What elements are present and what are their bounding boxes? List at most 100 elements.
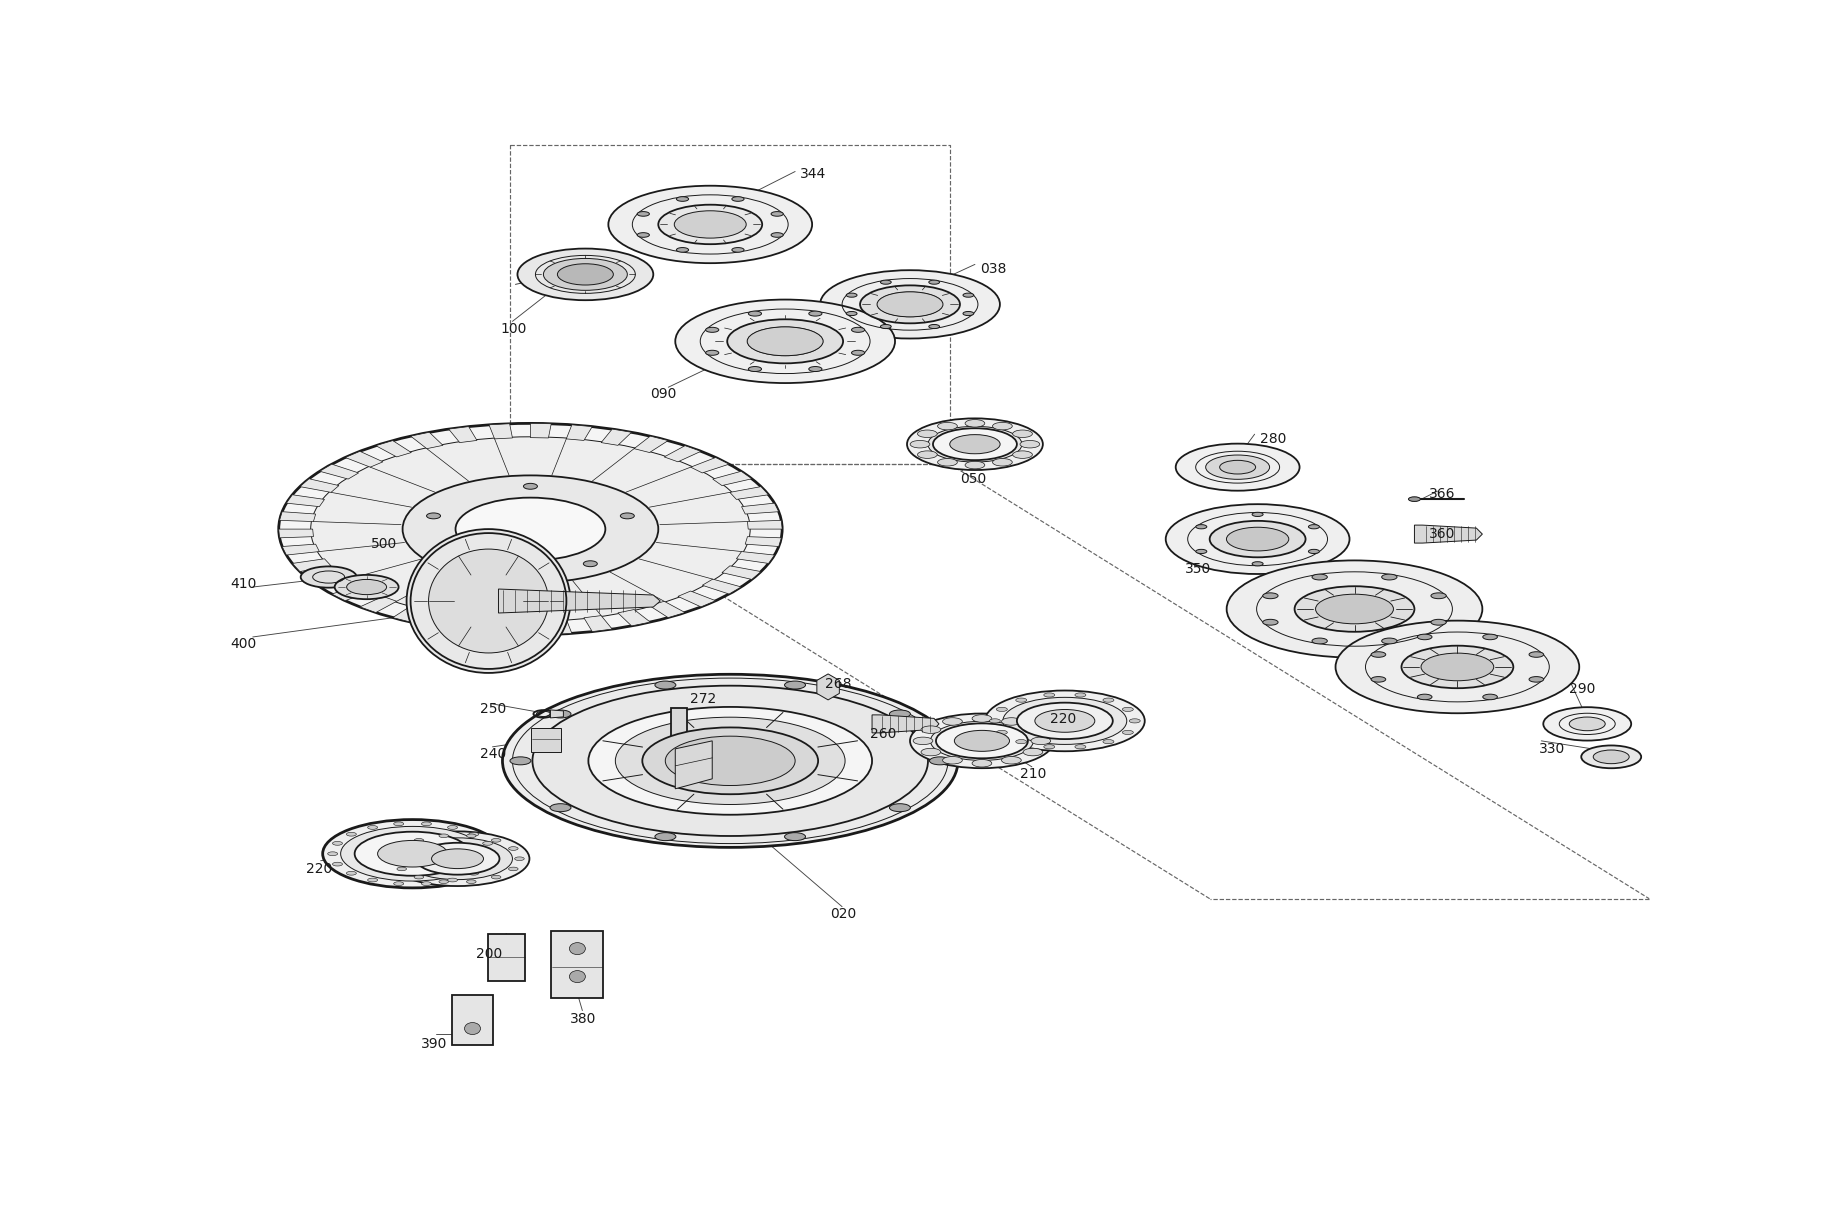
Ellipse shape	[949, 435, 1001, 454]
Ellipse shape	[543, 258, 628, 290]
Ellipse shape	[971, 715, 991, 723]
Text: 100: 100	[501, 322, 527, 337]
Ellipse shape	[922, 748, 940, 756]
Ellipse shape	[1013, 451, 1032, 458]
Ellipse shape	[1122, 730, 1133, 735]
Ellipse shape	[1226, 527, 1289, 551]
Ellipse shape	[1015, 740, 1026, 744]
Polygon shape	[731, 487, 769, 499]
Polygon shape	[292, 559, 330, 571]
Ellipse shape	[1401, 645, 1513, 688]
Ellipse shape	[402, 838, 512, 880]
Ellipse shape	[659, 205, 762, 245]
Ellipse shape	[468, 832, 479, 836]
Text: 366: 366	[1430, 487, 1456, 501]
Ellipse shape	[466, 834, 476, 838]
Ellipse shape	[301, 567, 356, 587]
Ellipse shape	[929, 757, 951, 764]
Ellipse shape	[881, 324, 890, 328]
Ellipse shape	[962, 311, 973, 316]
Polygon shape	[584, 616, 611, 632]
Text: 400: 400	[231, 637, 257, 651]
Ellipse shape	[428, 549, 549, 653]
Polygon shape	[551, 710, 564, 718]
Ellipse shape	[518, 248, 654, 300]
Ellipse shape	[1410, 498, 1419, 501]
FancyBboxPatch shape	[551, 930, 604, 998]
Ellipse shape	[551, 710, 571, 718]
Polygon shape	[676, 741, 712, 789]
Text: 344: 344	[800, 167, 826, 182]
Ellipse shape	[1570, 717, 1605, 731]
Ellipse shape	[637, 232, 650, 237]
Ellipse shape	[771, 232, 784, 237]
Ellipse shape	[1074, 745, 1085, 748]
Text: 210: 210	[1019, 767, 1047, 780]
Ellipse shape	[859, 285, 960, 323]
Ellipse shape	[1252, 562, 1263, 565]
Polygon shape	[468, 618, 494, 633]
Ellipse shape	[551, 804, 571, 811]
Ellipse shape	[1195, 525, 1206, 528]
Ellipse shape	[1166, 504, 1349, 574]
Ellipse shape	[514, 857, 525, 860]
Polygon shape	[319, 465, 358, 479]
Ellipse shape	[990, 719, 1001, 723]
Ellipse shape	[931, 721, 1034, 761]
Ellipse shape	[406, 530, 571, 673]
Ellipse shape	[1313, 574, 1327, 580]
Ellipse shape	[1594, 750, 1629, 763]
Ellipse shape	[1529, 677, 1544, 682]
Ellipse shape	[492, 875, 501, 879]
Ellipse shape	[1129, 719, 1140, 723]
Ellipse shape	[749, 311, 762, 316]
Ellipse shape	[1103, 740, 1114, 744]
Polygon shape	[619, 610, 650, 626]
Ellipse shape	[1263, 592, 1278, 599]
Ellipse shape	[643, 728, 819, 794]
Text: 038: 038	[980, 262, 1006, 277]
Ellipse shape	[938, 458, 957, 466]
Ellipse shape	[993, 458, 1012, 466]
Ellipse shape	[367, 826, 378, 830]
Ellipse shape	[1013, 430, 1032, 438]
Ellipse shape	[332, 842, 343, 846]
Ellipse shape	[588, 707, 872, 815]
Polygon shape	[488, 934, 525, 981]
Ellipse shape	[810, 366, 823, 371]
Ellipse shape	[705, 350, 718, 355]
Polygon shape	[360, 596, 397, 612]
Polygon shape	[279, 511, 316, 521]
Ellipse shape	[1210, 521, 1305, 557]
Text: 360: 360	[1430, 527, 1456, 541]
Polygon shape	[499, 589, 661, 613]
Ellipse shape	[655, 681, 676, 689]
Ellipse shape	[341, 826, 485, 881]
Polygon shape	[677, 591, 716, 607]
Polygon shape	[1414, 525, 1482, 543]
Ellipse shape	[422, 822, 431, 826]
Ellipse shape	[938, 423, 957, 430]
Ellipse shape	[402, 476, 659, 583]
Ellipse shape	[1195, 549, 1206, 553]
Ellipse shape	[911, 440, 929, 447]
Text: 390: 390	[420, 1036, 446, 1051]
Ellipse shape	[558, 264, 613, 285]
Ellipse shape	[1017, 703, 1113, 739]
Text: 330: 330	[1539, 742, 1566, 756]
Text: 260: 260	[870, 726, 896, 741]
Ellipse shape	[942, 718, 962, 725]
Polygon shape	[448, 426, 477, 442]
Polygon shape	[430, 613, 459, 629]
Ellipse shape	[483, 863, 492, 866]
Ellipse shape	[1023, 748, 1043, 756]
Ellipse shape	[727, 320, 843, 364]
Ellipse shape	[1430, 592, 1447, 599]
Ellipse shape	[1408, 497, 1421, 501]
Ellipse shape	[1294, 586, 1414, 632]
Ellipse shape	[393, 822, 404, 826]
Ellipse shape	[1122, 707, 1133, 712]
Ellipse shape	[393, 881, 404, 886]
Ellipse shape	[1316, 594, 1394, 624]
Text: 050: 050	[960, 472, 986, 487]
